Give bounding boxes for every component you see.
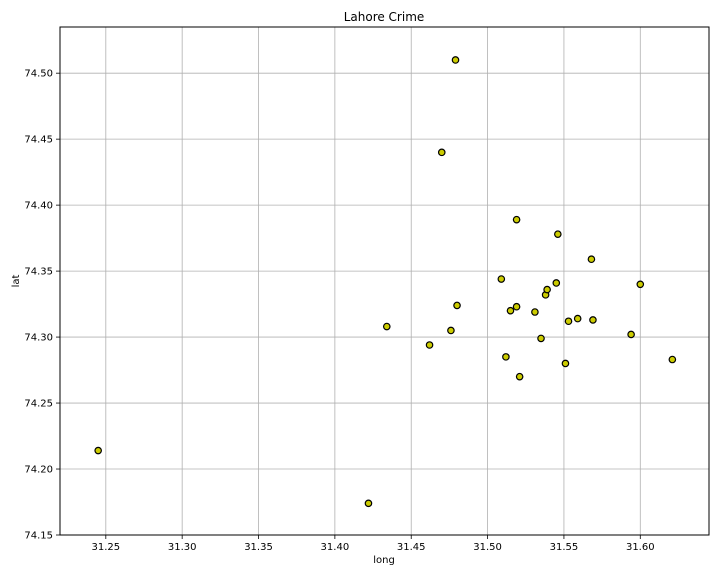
data-point [564, 317, 573, 326]
data-point [627, 330, 635, 339]
data-point [587, 255, 596, 264]
x-axis-title: long [373, 555, 395, 566]
data-point [636, 280, 645, 289]
y-tick-label: 74.45 [24, 135, 53, 146]
data-point [497, 275, 506, 283]
y-tick-label: 74.15 [24, 531, 53, 542]
data-point [453, 301, 461, 310]
data-point [552, 279, 561, 287]
y-tick-label: 74.20 [24, 465, 53, 476]
data-point [573, 314, 582, 323]
data-point [512, 215, 521, 224]
y-tick-label: 74.35 [24, 267, 53, 278]
y-axis-ticks: 74.15 74.20 74.25 74.30 74.35 74.40 74.45 74.50 [24, 69, 60, 542]
data-point [94, 446, 102, 455]
data-point [506, 306, 515, 315]
y-tick-label: 74.30 [24, 333, 53, 344]
x-tick-label: 31.50 [473, 542, 502, 553]
y-axis-title: lat [11, 275, 22, 288]
x-tick-label: 31.40 [321, 542, 350, 553]
y-tick-label: 74.50 [24, 69, 53, 80]
data-point [451, 56, 460, 64]
data-point [437, 148, 446, 157]
data-point [561, 359, 570, 368]
data-point [554, 230, 562, 238]
data-point [425, 341, 434, 349]
data-point [447, 326, 455, 335]
data-point [364, 499, 373, 508]
data-points [94, 56, 677, 508]
data-point [543, 285, 551, 294]
data-point [668, 355, 677, 364]
x-tick-label: 31.55 [550, 542, 579, 553]
chart-title: Lahore Crime [344, 10, 425, 24]
data-point [589, 316, 597, 324]
grid-lines [60, 27, 709, 536]
x-tick-label: 31.30 [168, 542, 197, 553]
data-point [382, 322, 391, 331]
x-tick-label: 31.35 [244, 542, 273, 553]
x-tick-label: 31.25 [91, 542, 120, 553]
data-point [512, 302, 521, 311]
data-point [515, 372, 524, 381]
data-point [502, 353, 510, 361]
x-axis-ticks: 31.25 31.30 31.35 31.40 31.45 31.50 31.55 31.60 [91, 535, 655, 553]
y-tick-label: 74.25 [24, 399, 53, 410]
y-tick-label: 74.40 [24, 201, 53, 212]
data-point [537, 334, 545, 343]
x-tick-label: 31.60 [626, 542, 655, 553]
x-tick-label: 31.45 [397, 542, 426, 553]
plot-area-frame [59, 26, 710, 536]
data-point [531, 308, 539, 316]
